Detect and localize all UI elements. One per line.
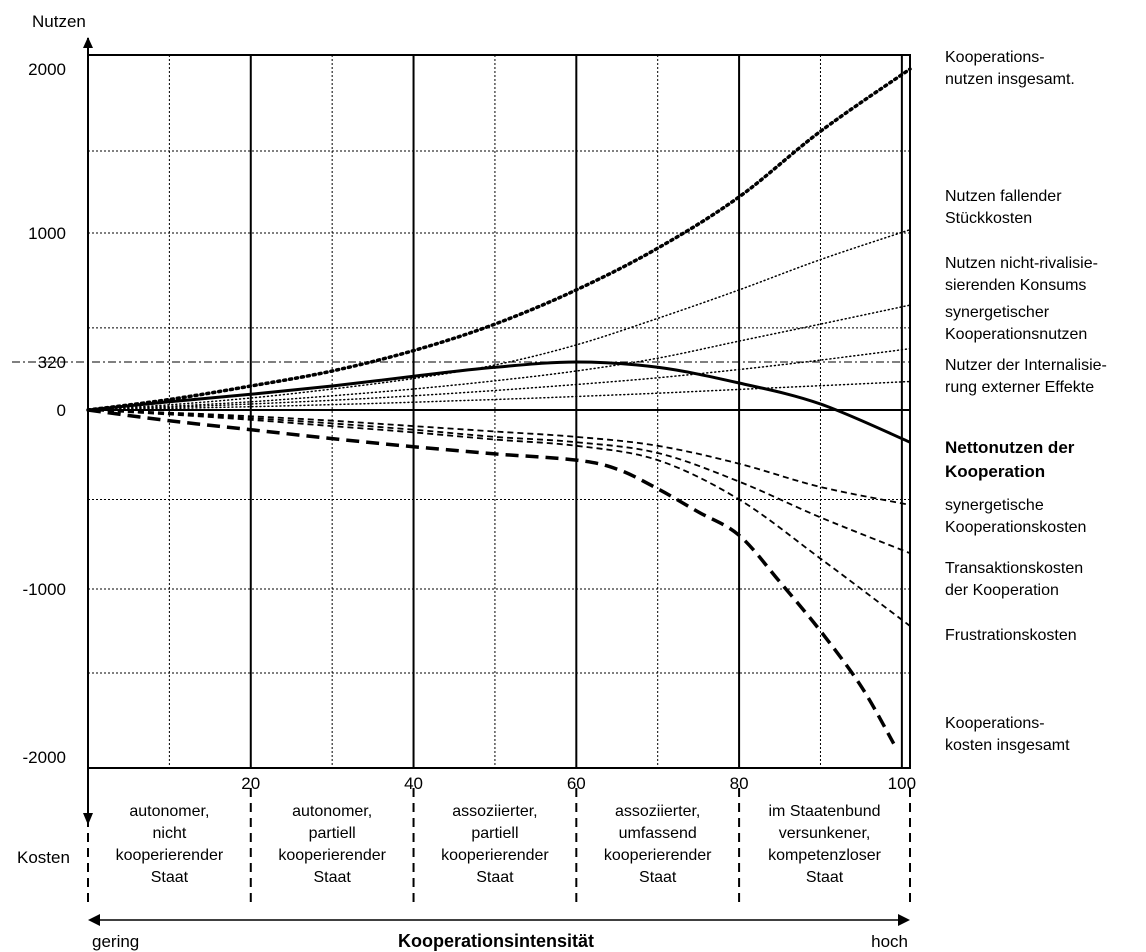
y-tick-label: 0 — [57, 401, 66, 420]
series-line — [87, 228, 911, 411]
series-line — [87, 409, 911, 555]
stage-label: assoziierter, umfassend kooperierender Staa… — [604, 803, 712, 886]
tick-labels: 2000 1000 320 0 -1000 -2000 20 40 60 80 100 — [23, 60, 917, 793]
x-tick-label: 100 — [888, 774, 916, 793]
y-tick-label: 1000 — [28, 224, 66, 243]
x-tick-label: 60 — [567, 774, 586, 793]
legend-item: synergetischer Kooperationsnutzen — [945, 304, 1088, 344]
series-line — [87, 409, 911, 627]
legend-item: Nutzer der Internalisie- rung externer E… — [945, 357, 1107, 396]
y-axis-arrow-up — [83, 37, 93, 48]
y-tick-label: -2000 — [23, 748, 66, 767]
legend-item: synergetische Kooperationskosten — [945, 497, 1087, 537]
y-tick-label: 320 — [38, 353, 66, 372]
stage-label: assoziierter, partiell kooperierender Staat — [441, 803, 549, 886]
legend-item: Nettonutzen der Kooperation — [945, 438, 1075, 482]
y-tick-label: 2000 — [28, 60, 66, 79]
x-axis-title: Kooperationsintensität — [398, 931, 594, 951]
series-line — [87, 360, 911, 444]
legend-item: Transaktionskosten der Kooperation — [945, 560, 1084, 600]
y-tick-label: -1000 — [23, 580, 66, 599]
x-tick-label: 20 — [241, 774, 260, 793]
legend-item: Kooperations- kosten insgesamt — [945, 715, 1070, 755]
series-line — [87, 408, 896, 745]
legend-item: Frustrationskosten — [945, 627, 1077, 645]
y-axis-bottom-label: Kosten — [17, 848, 70, 867]
stage-label: autonomer, partiell kooperierender Staat — [278, 803, 386, 886]
stage-label: im Staatenbund versunkener, kompetenzloser… — [768, 803, 882, 886]
series-line — [87, 304, 911, 411]
series-line — [86, 67, 912, 412]
grid-lines — [12, 54, 911, 769]
x-arrow-left — [88, 914, 100, 926]
y-axis-top-label: Nutzen — [32, 12, 86, 31]
x-axis-low-label: gering — [92, 932, 139, 951]
axes — [83, 37, 911, 926]
x-tick-label: 80 — [730, 774, 749, 793]
legend-item: Nutzen nicht-rivalisie- sierenden Konsum… — [945, 254, 1098, 294]
stage-label: autonomer, nicht kooperierender Staat — [116, 803, 224, 886]
x-arrow-right — [898, 914, 910, 926]
legend-item: Kooperations- nutzen insgesamt. — [945, 49, 1075, 88]
stage-labels: autonomer, nicht kooperierender Staat autono… — [116, 803, 882, 886]
plot-area — [87, 54, 911, 769]
series-line — [87, 347, 911, 411]
legend-item: Nutzen fallender Stückkosten — [945, 188, 1062, 228]
x-axis-high-label: hoch — [871, 932, 908, 951]
series-lines — [86, 67, 912, 745]
x-tick-label: 40 — [404, 774, 423, 793]
